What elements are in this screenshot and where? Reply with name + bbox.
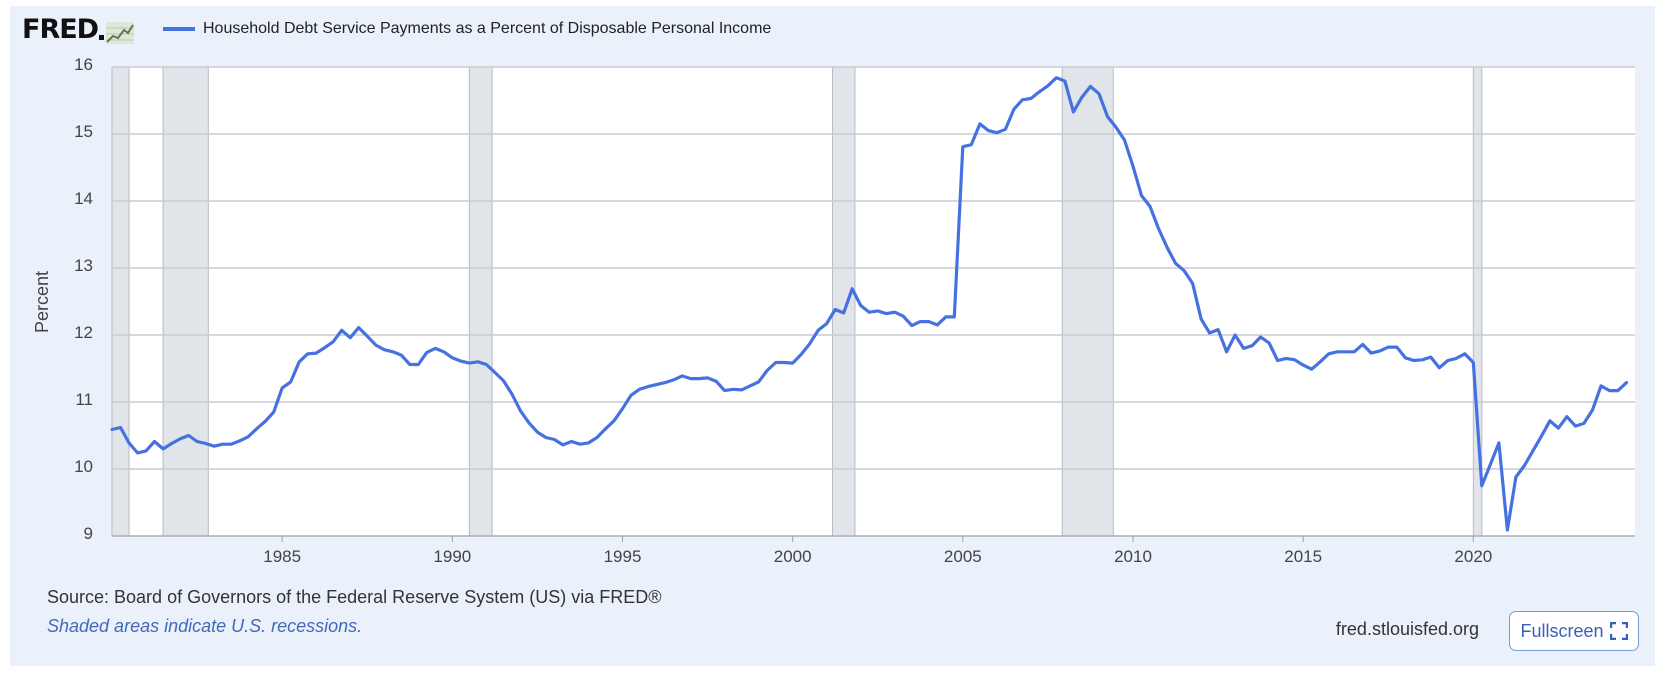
fred-logo-text: FRED	[22, 14, 99, 45]
y-axis-ticks: 9 10 11 12 13 14 15 16	[74, 55, 93, 543]
x-tick-label: 2005	[944, 547, 982, 566]
site-link[interactable]: fred.stlouisfed.org	[1335, 619, 1479, 639]
fullscreen-label: Fullscreen	[1520, 620, 1604, 641]
y-tick-label: 14	[74, 189, 93, 208]
y-axis-label: Percent	[32, 271, 52, 333]
x-tick-label: 2010	[1114, 547, 1152, 566]
line-chart: 9 10 11 12 13 14 15 16 1985 1990 1995 2000 2005 2010…	[32, 55, 1635, 566]
y-tick-label: 16	[74, 55, 93, 74]
recession-note: Shaded areas indicate U.S. recessions.	[47, 616, 363, 636]
recession-band	[111, 66, 130, 537]
y-tick-label: 10	[74, 457, 93, 476]
recession-band	[1061, 66, 1114, 537]
recession-band	[162, 66, 209, 537]
y-tick-label: 12	[74, 323, 93, 342]
plot-area	[112, 67, 1635, 536]
x-tick-label: 2000	[774, 547, 812, 566]
fred-logo-chart-icon	[106, 22, 135, 44]
legend-label: Household Debt Service Payments as a Per…	[203, 20, 772, 37]
legend-swatch	[163, 27, 195, 31]
fullscreen-icon	[1609, 622, 1628, 640]
source-text: Source: Board of Governors of the Federa…	[47, 587, 662, 607]
recession-shading	[111, 66, 1483, 537]
chart-legend: Household Debt Service Payments as a Per…	[163, 20, 771, 38]
x-tick-label: 1985	[263, 547, 301, 566]
fred-logo-dot	[99, 35, 105, 40]
fullscreen-button[interactable]: Fullscreen	[1509, 611, 1639, 651]
x-axis-ticks: 1985 1990 1995 2000 2005 2010 2015 2020	[263, 536, 1492, 566]
x-tick-label: 2020	[1454, 547, 1492, 566]
recession-band	[831, 66, 856, 537]
y-tick-label: 9	[84, 524, 93, 543]
y-tick-label: 13	[74, 256, 93, 275]
x-tick-label: 2015	[1284, 547, 1322, 566]
fred-logo[interactable]: FRED	[22, 14, 135, 45]
x-tick-label: 1995	[604, 547, 642, 566]
recession-band	[468, 66, 493, 537]
x-tick-label: 1990	[433, 547, 471, 566]
y-tick-label: 11	[75, 390, 93, 409]
series-line	[110, 76, 1629, 532]
y-tick-label: 15	[74, 122, 93, 141]
